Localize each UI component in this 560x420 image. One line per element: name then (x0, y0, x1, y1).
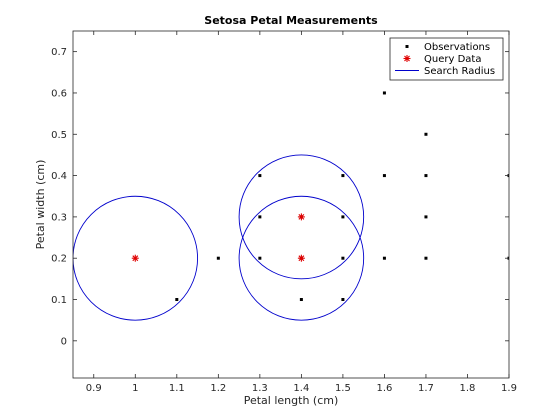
x-tick-label: 1.5 (335, 383, 351, 394)
x-tick-label: 1.8 (460, 383, 476, 394)
query-point-2 (297, 213, 305, 221)
asterisk-stroke (298, 255, 305, 262)
observation-point-11 (341, 256, 345, 260)
observation-point-3 (258, 174, 262, 178)
observation-point-2 (216, 256, 220, 260)
axes-box (72, 30, 510, 379)
legend-marker-observations (405, 45, 409, 48)
observation-point-18 (424, 215, 428, 219)
observation-point-13 (382, 91, 386, 95)
y-tick-label: 0.1 (51, 295, 67, 306)
x-axis-label: Petal length (cm) (244, 394, 339, 407)
chart-title: Setosa Petal Measurements (204, 14, 378, 27)
search-radius-circle-2 (238, 154, 365, 280)
y-tick-label: 0.2 (51, 254, 67, 265)
y-tick-label: 0.7 (51, 47, 67, 58)
legend-label-observations: Observations (424, 42, 490, 53)
plot-area (73, 31, 509, 378)
asterisk-stroke (404, 55, 410, 62)
y-tick-label: 0 (61, 336, 67, 347)
observation-point-16 (424, 132, 428, 136)
x-tick-label: 1.3 (252, 383, 268, 394)
x-tick-label: 1.6 (376, 383, 392, 394)
observation-point-15 (382, 256, 386, 260)
observation-point-17 (424, 174, 428, 178)
observation-point-1 (175, 298, 179, 302)
y-tick-label: 0.3 (51, 212, 67, 223)
x-tick-label: 1.2 (210, 383, 226, 394)
x-tick-label: 1.9 (501, 383, 517, 394)
x-tick-label: 1 (132, 383, 138, 394)
x-tick-label: 0.9 (86, 383, 102, 394)
legend-marker-query-data (403, 55, 411, 62)
observation-point-12 (341, 298, 345, 302)
query-point-1 (131, 254, 139, 262)
y-tick-label: 0.6 (51, 88, 67, 99)
asterisk-stroke (132, 255, 139, 262)
y-tick-label: 0.4 (51, 171, 67, 182)
search-radius-circle-3 (238, 195, 365, 321)
asterisk-stroke (298, 213, 305, 220)
x-tick-label: 1.7 (418, 383, 434, 394)
query-point-3 (297, 254, 305, 262)
observation-point-8 (299, 298, 303, 302)
observation-point-19 (424, 256, 428, 260)
x-tick-label: 1.1 (169, 383, 185, 394)
observation-point-5 (258, 256, 262, 260)
observation-point-4 (258, 215, 262, 219)
legend-label-query-data: Query Data (424, 54, 481, 65)
observation-point-9 (341, 174, 345, 178)
y-axis-label: Petal width (cm) (34, 160, 47, 250)
y-tick-label: 0.5 (51, 130, 67, 141)
observation-point-10 (341, 215, 345, 219)
marks-layer (73, 91, 509, 321)
x-tick-label: 1.4 (293, 383, 309, 394)
observation-point-14 (382, 174, 386, 178)
legend-label-search-radius: Search Radius (424, 66, 495, 77)
